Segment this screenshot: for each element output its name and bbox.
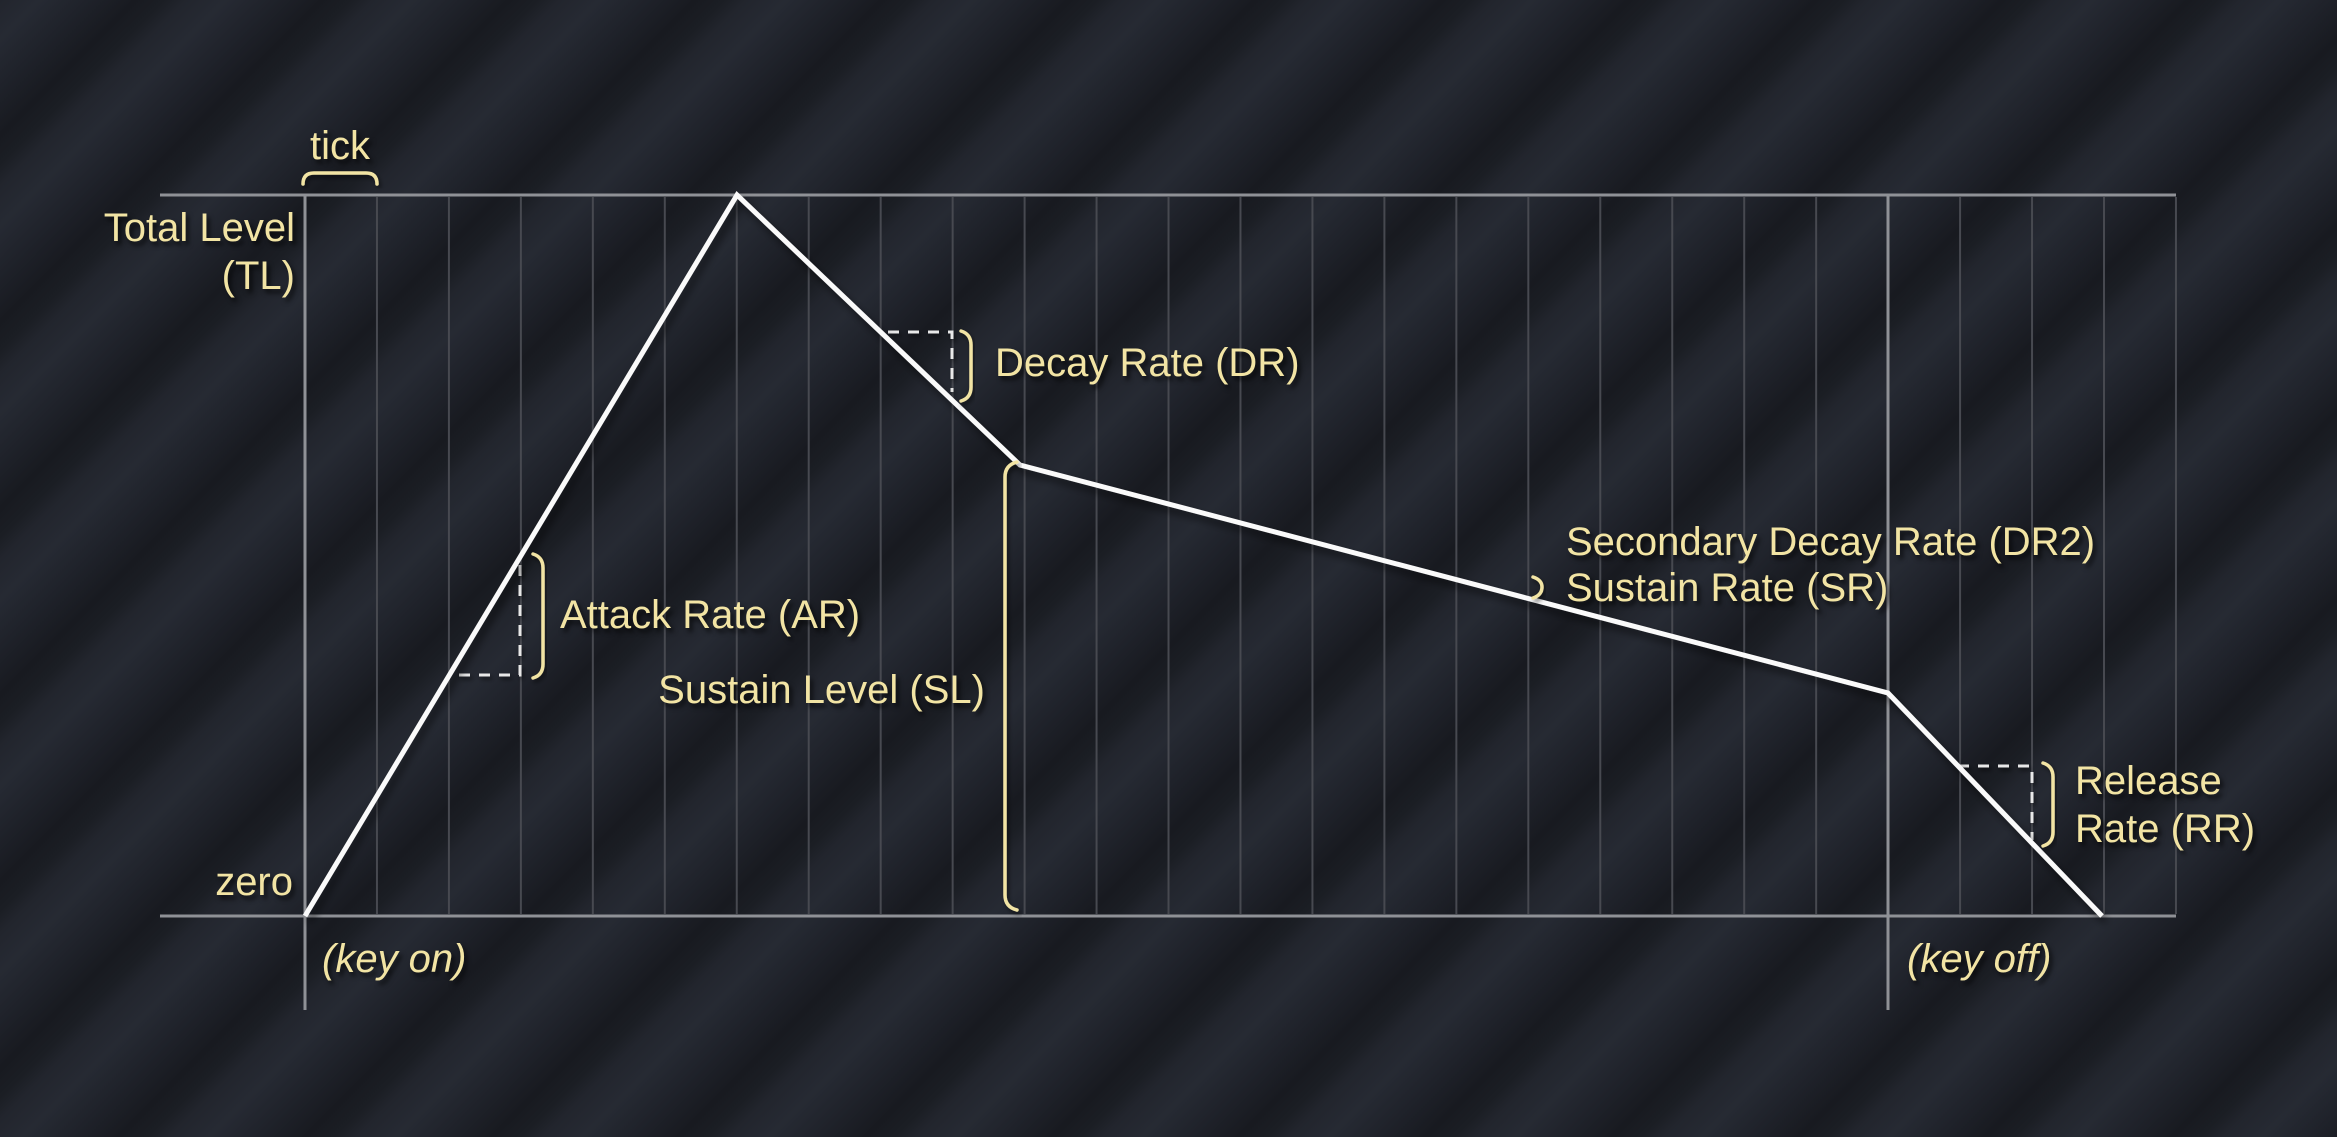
envelope-line: [302, 191, 2104, 918]
decay-slope-guide: [888, 330, 954, 392]
sustain-rate-bracket: [1531, 575, 1544, 600]
attack-rate-label: Attack Rate (AR): [560, 593, 861, 637]
release-slope-guide: [1958, 764, 2034, 840]
total-level-label: Total Level (TL): [104, 204, 295, 300]
decay-rate-label: Decay Rate (DR): [995, 341, 1300, 385]
zero-label: zero: [215, 860, 293, 904]
attack-rate-bracket: [531, 552, 545, 680]
release-rate-bracket: [2041, 761, 2055, 848]
release-rate-label-line2: Rate (RR): [2075, 807, 2256, 851]
total-level-label-line2: (TL): [221, 254, 295, 298]
secondary-decay-label-line2: Sustain Rate (SR): [1566, 566, 1889, 610]
key-on-label: (key on): [322, 937, 467, 981]
release-rate-label-line1: Release: [2075, 759, 2222, 803]
attack-slope-guide: [452, 565, 522, 677]
tick-bracket: [301, 171, 379, 186]
secondary-decay-label: Secondary Decay Rate (DR2) Sustain Rate …: [1566, 519, 2095, 611]
secondary-decay-label-line1: Secondary Decay Rate (DR2): [1566, 520, 2096, 564]
total-level-label-line1: Total Level: [103, 206, 295, 250]
tick-label: tick: [310, 124, 370, 168]
key-off-label: (key off): [1907, 937, 2052, 981]
release-rate-label: Release Rate (RR): [2075, 757, 2255, 853]
sustain-level-label: Sustain Level (SL): [658, 668, 985, 712]
sustain-level-bracket: [1003, 460, 1019, 912]
decay-rate-bracket: [959, 329, 973, 403]
